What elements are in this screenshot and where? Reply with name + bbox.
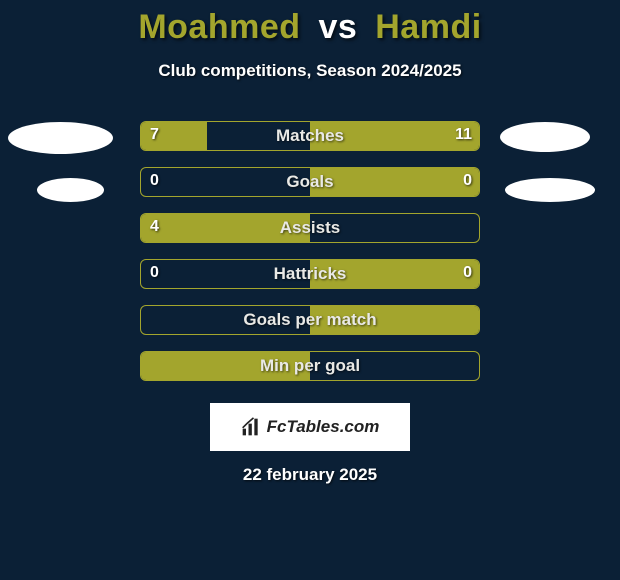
player1-name: Moahmed (138, 8, 300, 46)
stat-row: Goals0 0 (0, 161, 620, 207)
stat-value-right: 0 (463, 264, 472, 282)
stat-label: Goals per match (141, 306, 479, 334)
date-label: 22 february 2025 (0, 465, 620, 485)
stat-value-left: 0 (150, 172, 159, 190)
stat-value-left: 4 (150, 218, 159, 236)
stat-value-left: 7 (150, 126, 159, 144)
stat-bar: Hattricks (140, 259, 480, 289)
vs-text: vs (318, 8, 357, 46)
stat-row: Assists4 (0, 207, 620, 253)
stat-value-left: 0 (150, 264, 159, 282)
stat-row: Matches7 11 (0, 115, 620, 161)
logo-box: FcTables.com (210, 403, 410, 451)
stat-label: Matches (141, 122, 479, 150)
stat-row: Min per goal (0, 345, 620, 391)
stat-value-right: 11 (455, 126, 472, 144)
comparison-card: Moahmed vs Hamdi Club competitions, Seas… (0, 0, 620, 580)
stat-label: Hattricks (141, 260, 479, 288)
logo-text: FcTables.com (267, 417, 380, 437)
stat-value-right: 0 (463, 172, 472, 190)
stat-bar: Matches (140, 121, 480, 151)
stat-bar: Min per goal (140, 351, 480, 381)
stat-bar: Assists (140, 213, 480, 243)
stat-row: Hattricks0 0 (0, 253, 620, 299)
stat-label: Min per goal (141, 352, 479, 380)
page-title: Moahmed vs Hamdi (0, 8, 620, 47)
stat-row: Goals per match (0, 299, 620, 345)
stat-label: Assists (141, 214, 479, 242)
chart-icon (241, 417, 261, 437)
subtitle: Club competitions, Season 2024/2025 (0, 61, 620, 81)
stat-bar: Goals per match (140, 305, 480, 335)
player2-name: Hamdi (375, 8, 481, 46)
stat-bar: Goals (140, 167, 480, 197)
stat-rows: Matches711Goals00Assists4Hattricks00Goal… (0, 115, 620, 391)
stat-label: Goals (141, 168, 479, 196)
